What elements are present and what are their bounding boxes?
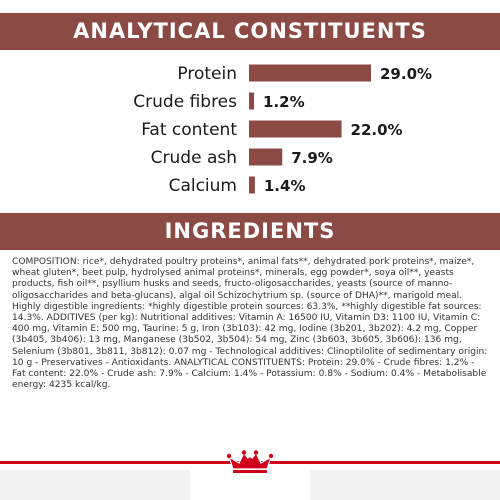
footer-right-panel <box>310 470 500 500</box>
analytical-constituents-chart: Protein 29.0% Crude fibres 1.2% Fat content 2… <box>133 64 432 196</box>
category-label-crude-fibres: Crude fibres <box>133 92 237 112</box>
category-label-fat-content: Fat content <box>141 120 237 140</box>
bar-calcium <box>249 176 255 194</box>
bar-fat-content <box>249 120 342 138</box>
bar-crude-fibres <box>249 92 255 110</box>
bar-crude-ash <box>249 148 283 166</box>
value-label-protein: 29.0% <box>380 65 432 83</box>
category-label-protein: Protein <box>177 64 237 84</box>
analytical-constituents-header: ANALYTICAL CONSTITUENTS <box>0 13 500 50</box>
royal-canin-crown-icon <box>226 450 274 473</box>
value-label-calcium: 1.4% <box>264 177 306 195</box>
value-label-fat-content: 22.0% <box>351 121 403 139</box>
footer-left-panel <box>0 470 190 500</box>
ingredients-header: INGREDIENTS <box>0 213 500 250</box>
value-label-crude-fibres: 1.2% <box>263 93 305 111</box>
ingredients-composition-text: COMPOSITION: rice*, dehydrated poultry p… <box>12 257 488 391</box>
category-label-crude-ash: Crude ash <box>151 148 237 168</box>
bar-protein <box>249 64 371 82</box>
category-label-calcium: Calcium <box>169 176 237 196</box>
value-label-crude-ash: 7.9% <box>291 149 333 167</box>
